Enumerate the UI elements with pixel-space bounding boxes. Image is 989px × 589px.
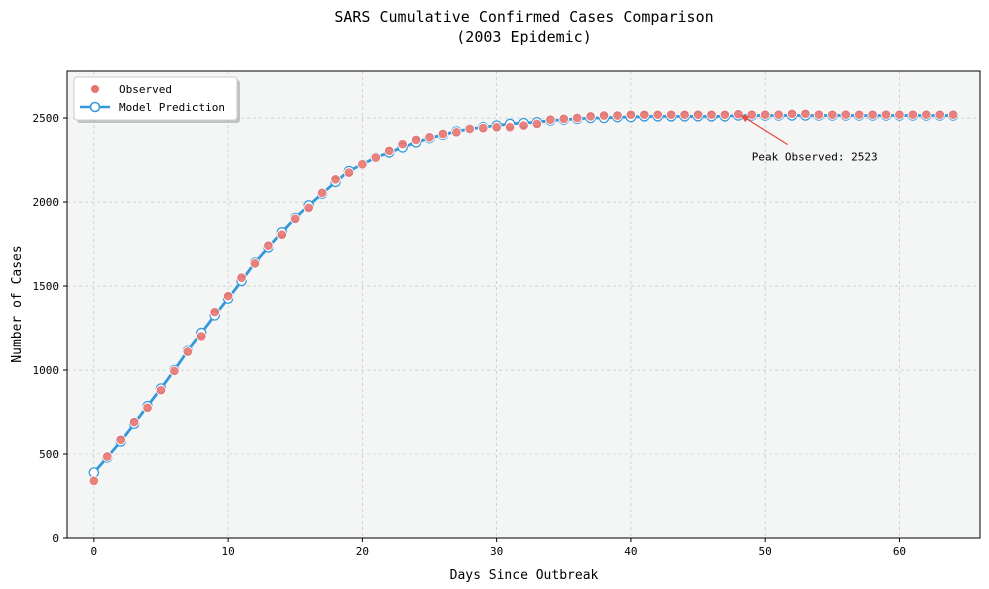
observed-point [504, 122, 516, 133]
observed-point [196, 331, 207, 342]
observed-point [813, 109, 825, 120]
annotation-arrow [742, 115, 789, 146]
x-axis-label: Days Since Outbreak [450, 568, 599, 583]
chart-subtitle: (2003 Epidemic) [456, 28, 591, 46]
plot-frame [66, 70, 981, 539]
observed-point [894, 109, 905, 120]
observed-point [357, 158, 368, 170]
observed-point [249, 258, 261, 269]
observed-point [947, 109, 959, 120]
observed-point [692, 109, 704, 120]
legend-observed-marker [90, 84, 100, 94]
observed-point [598, 110, 610, 121]
observed-point [451, 127, 462, 138]
observed-point [639, 109, 650, 120]
y-axis-label: Number of Cases [10, 245, 25, 362]
annotation-label: Peak Observed: 2523 [752, 151, 878, 164]
y-tick-label: 0 [52, 532, 59, 545]
observed-point [571, 112, 583, 124]
x-tick-label: 60 [893, 545, 906, 558]
observed-point [88, 475, 100, 487]
observed-point [142, 402, 153, 414]
observed-point [585, 111, 596, 122]
annotation: Peak Observed: 2523 [740, 115, 878, 164]
observed-point [370, 152, 382, 163]
observed-point [746, 109, 758, 120]
observed-point [545, 114, 556, 125]
observed-point [330, 174, 341, 185]
observed-point [303, 202, 314, 214]
observed-point [236, 272, 247, 283]
observed-point [128, 416, 140, 428]
observed-point [679, 109, 690, 120]
observed-point [558, 113, 570, 125]
observed-point [424, 132, 435, 143]
y-tick-label: 500 [39, 448, 59, 461]
observed-point [383, 145, 395, 157]
x-tick-label: 40 [624, 545, 637, 558]
observed-point [518, 120, 529, 131]
legend-observed-label: Observed [119, 83, 172, 96]
observed-point [343, 167, 355, 178]
observed-point [115, 434, 126, 445]
observed-point [169, 365, 180, 377]
observed-point [773, 109, 784, 120]
observed-point [182, 346, 194, 357]
observed-point [491, 122, 502, 133]
chart-title: SARS Cumulative Confirmed Cases Comparis… [334, 8, 713, 26]
observed-point [397, 138, 408, 150]
observed-point [719, 109, 731, 120]
axis-ticks: 0 10 20 30 40 50 60 0 500 1000 1500 2000 2500 [33, 112, 907, 558]
annotation-arrowhead [740, 115, 750, 123]
observed-point [102, 451, 113, 462]
observed-series [88, 108, 959, 487]
x-tick-label: 20 [356, 545, 369, 558]
observed-point [907, 109, 919, 120]
observed-point [652, 109, 664, 120]
observed-point [759, 109, 771, 120]
observed-point [934, 109, 945, 120]
y-tick-label: 1000 [33, 364, 60, 377]
observed-point [155, 384, 167, 396]
legend-model-marker [89, 101, 101, 113]
legend: Observed Model Prediction [73, 76, 240, 123]
observed-point [410, 134, 422, 146]
x-tick-label: 0 [91, 545, 98, 558]
legend-model-label: Model Prediction [119, 101, 225, 114]
observed-point [263, 240, 274, 251]
y-tick-label: 1500 [33, 280, 60, 293]
observed-point [800, 108, 811, 120]
observed-point [531, 118, 543, 130]
observed-point [921, 109, 932, 120]
observed-point [827, 109, 838, 120]
observed-point [222, 290, 234, 302]
x-tick-label: 30 [490, 545, 503, 558]
observed-point [733, 108, 744, 120]
observed-point [316, 187, 328, 199]
y-tick-label: 2000 [33, 196, 60, 209]
observed-point [477, 122, 489, 134]
observed-point [880, 109, 892, 120]
observed-point [625, 109, 637, 120]
x-tick-label: 50 [759, 545, 772, 558]
observed-point [853, 109, 865, 120]
observed-point [464, 123, 476, 135]
observed-point [867, 109, 878, 120]
observed-point [706, 109, 717, 120]
observed-point [665, 109, 677, 120]
y-tick-label: 2500 [33, 112, 60, 125]
observed-point [840, 109, 851, 120]
observed-point [290, 213, 301, 225]
observed-point [612, 110, 623, 121]
observed-point [276, 229, 288, 241]
x-tick-label: 10 [221, 545, 234, 558]
observed-point [437, 128, 449, 140]
observed-point [209, 306, 220, 318]
plot-area [67, 71, 980, 538]
observed-point [786, 108, 798, 120]
